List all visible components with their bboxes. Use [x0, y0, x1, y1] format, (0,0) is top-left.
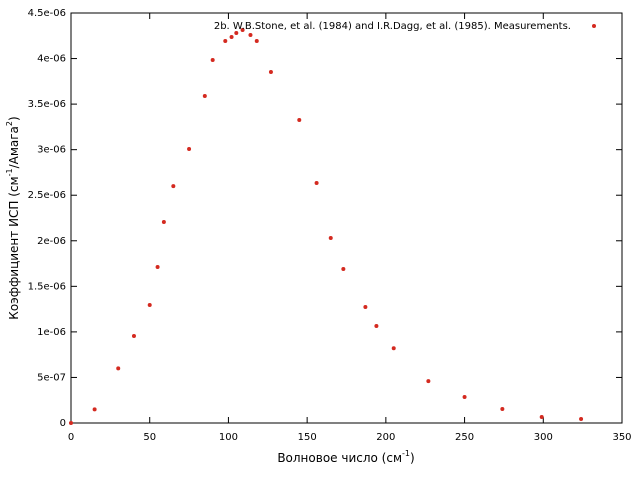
point: [161, 220, 166, 225]
point: [254, 38, 259, 43]
x-label-part: Волновое число (см: [277, 451, 402, 465]
point: [223, 38, 228, 43]
point: [391, 346, 396, 351]
point: [69, 421, 73, 425]
point: [92, 407, 97, 412]
point: [116, 366, 121, 371]
y-tick-label: 1.5e-06: [28, 281, 66, 292]
point: [374, 323, 379, 328]
y-tick-label: 0: [60, 418, 66, 429]
point: [328, 236, 333, 241]
x-tick-label: 50: [143, 432, 156, 443]
point: [297, 117, 302, 122]
y-label-part: ): [7, 116, 21, 121]
point: [229, 34, 234, 39]
x-axis-label: Волновое число (см-1): [277, 449, 414, 465]
legend-label: 2b. W.B.Stone, et al. (1984) and I.R.Dag…: [214, 21, 571, 32]
x-tick-label: 100: [219, 432, 238, 443]
point: [147, 303, 152, 308]
point: [240, 28, 245, 33]
point: [539, 414, 544, 419]
point: [210, 58, 215, 63]
point: [187, 147, 192, 152]
point: [202, 94, 207, 99]
plot-frame: [70, 12, 623, 424]
x-tick-label: 350: [612, 432, 631, 443]
y-tick-label: 1e-06: [37, 327, 66, 338]
x-label-sup: -1: [402, 449, 410, 458]
y-tick-label: 2.5e-06: [28, 190, 66, 201]
y-tick-label: 5e-07: [37, 372, 66, 383]
point: [314, 181, 319, 186]
point: [462, 395, 467, 400]
point: [171, 184, 176, 189]
y-tick-label: 4.5e-06: [28, 8, 66, 19]
legend-marker: [592, 24, 596, 28]
y-axis-label: Коэффициент ИСП (см-1/Амага2): [5, 116, 21, 319]
point: [131, 333, 136, 338]
x-tick-label: 200: [376, 432, 395, 443]
y-tick-label: 3.5e-06: [28, 99, 66, 110]
point: [500, 406, 505, 411]
y-label-sup: -1: [5, 168, 14, 176]
x-tick-label: 0: [68, 432, 74, 443]
point: [363, 305, 368, 310]
point: [341, 267, 346, 272]
point: [234, 31, 239, 36]
point: [248, 32, 253, 37]
x-tick-label: 150: [298, 432, 317, 443]
y-label-part: /Амага: [7, 126, 21, 168]
point: [155, 265, 160, 270]
y-label-part: Коэффициент ИСП (см: [7, 176, 21, 319]
x-tick-label: 300: [534, 432, 553, 443]
point: [579, 416, 584, 421]
y-tick-label: 4e-06: [37, 54, 66, 65]
point: [426, 379, 431, 384]
y-tick-label: 2e-06: [37, 236, 66, 247]
y-label-sup: 2: [5, 121, 14, 126]
x-tick-label: 250: [455, 432, 474, 443]
y-tick-label: 3e-06: [37, 145, 66, 156]
point: [268, 69, 273, 74]
x-label-part: ): [410, 451, 415, 465]
